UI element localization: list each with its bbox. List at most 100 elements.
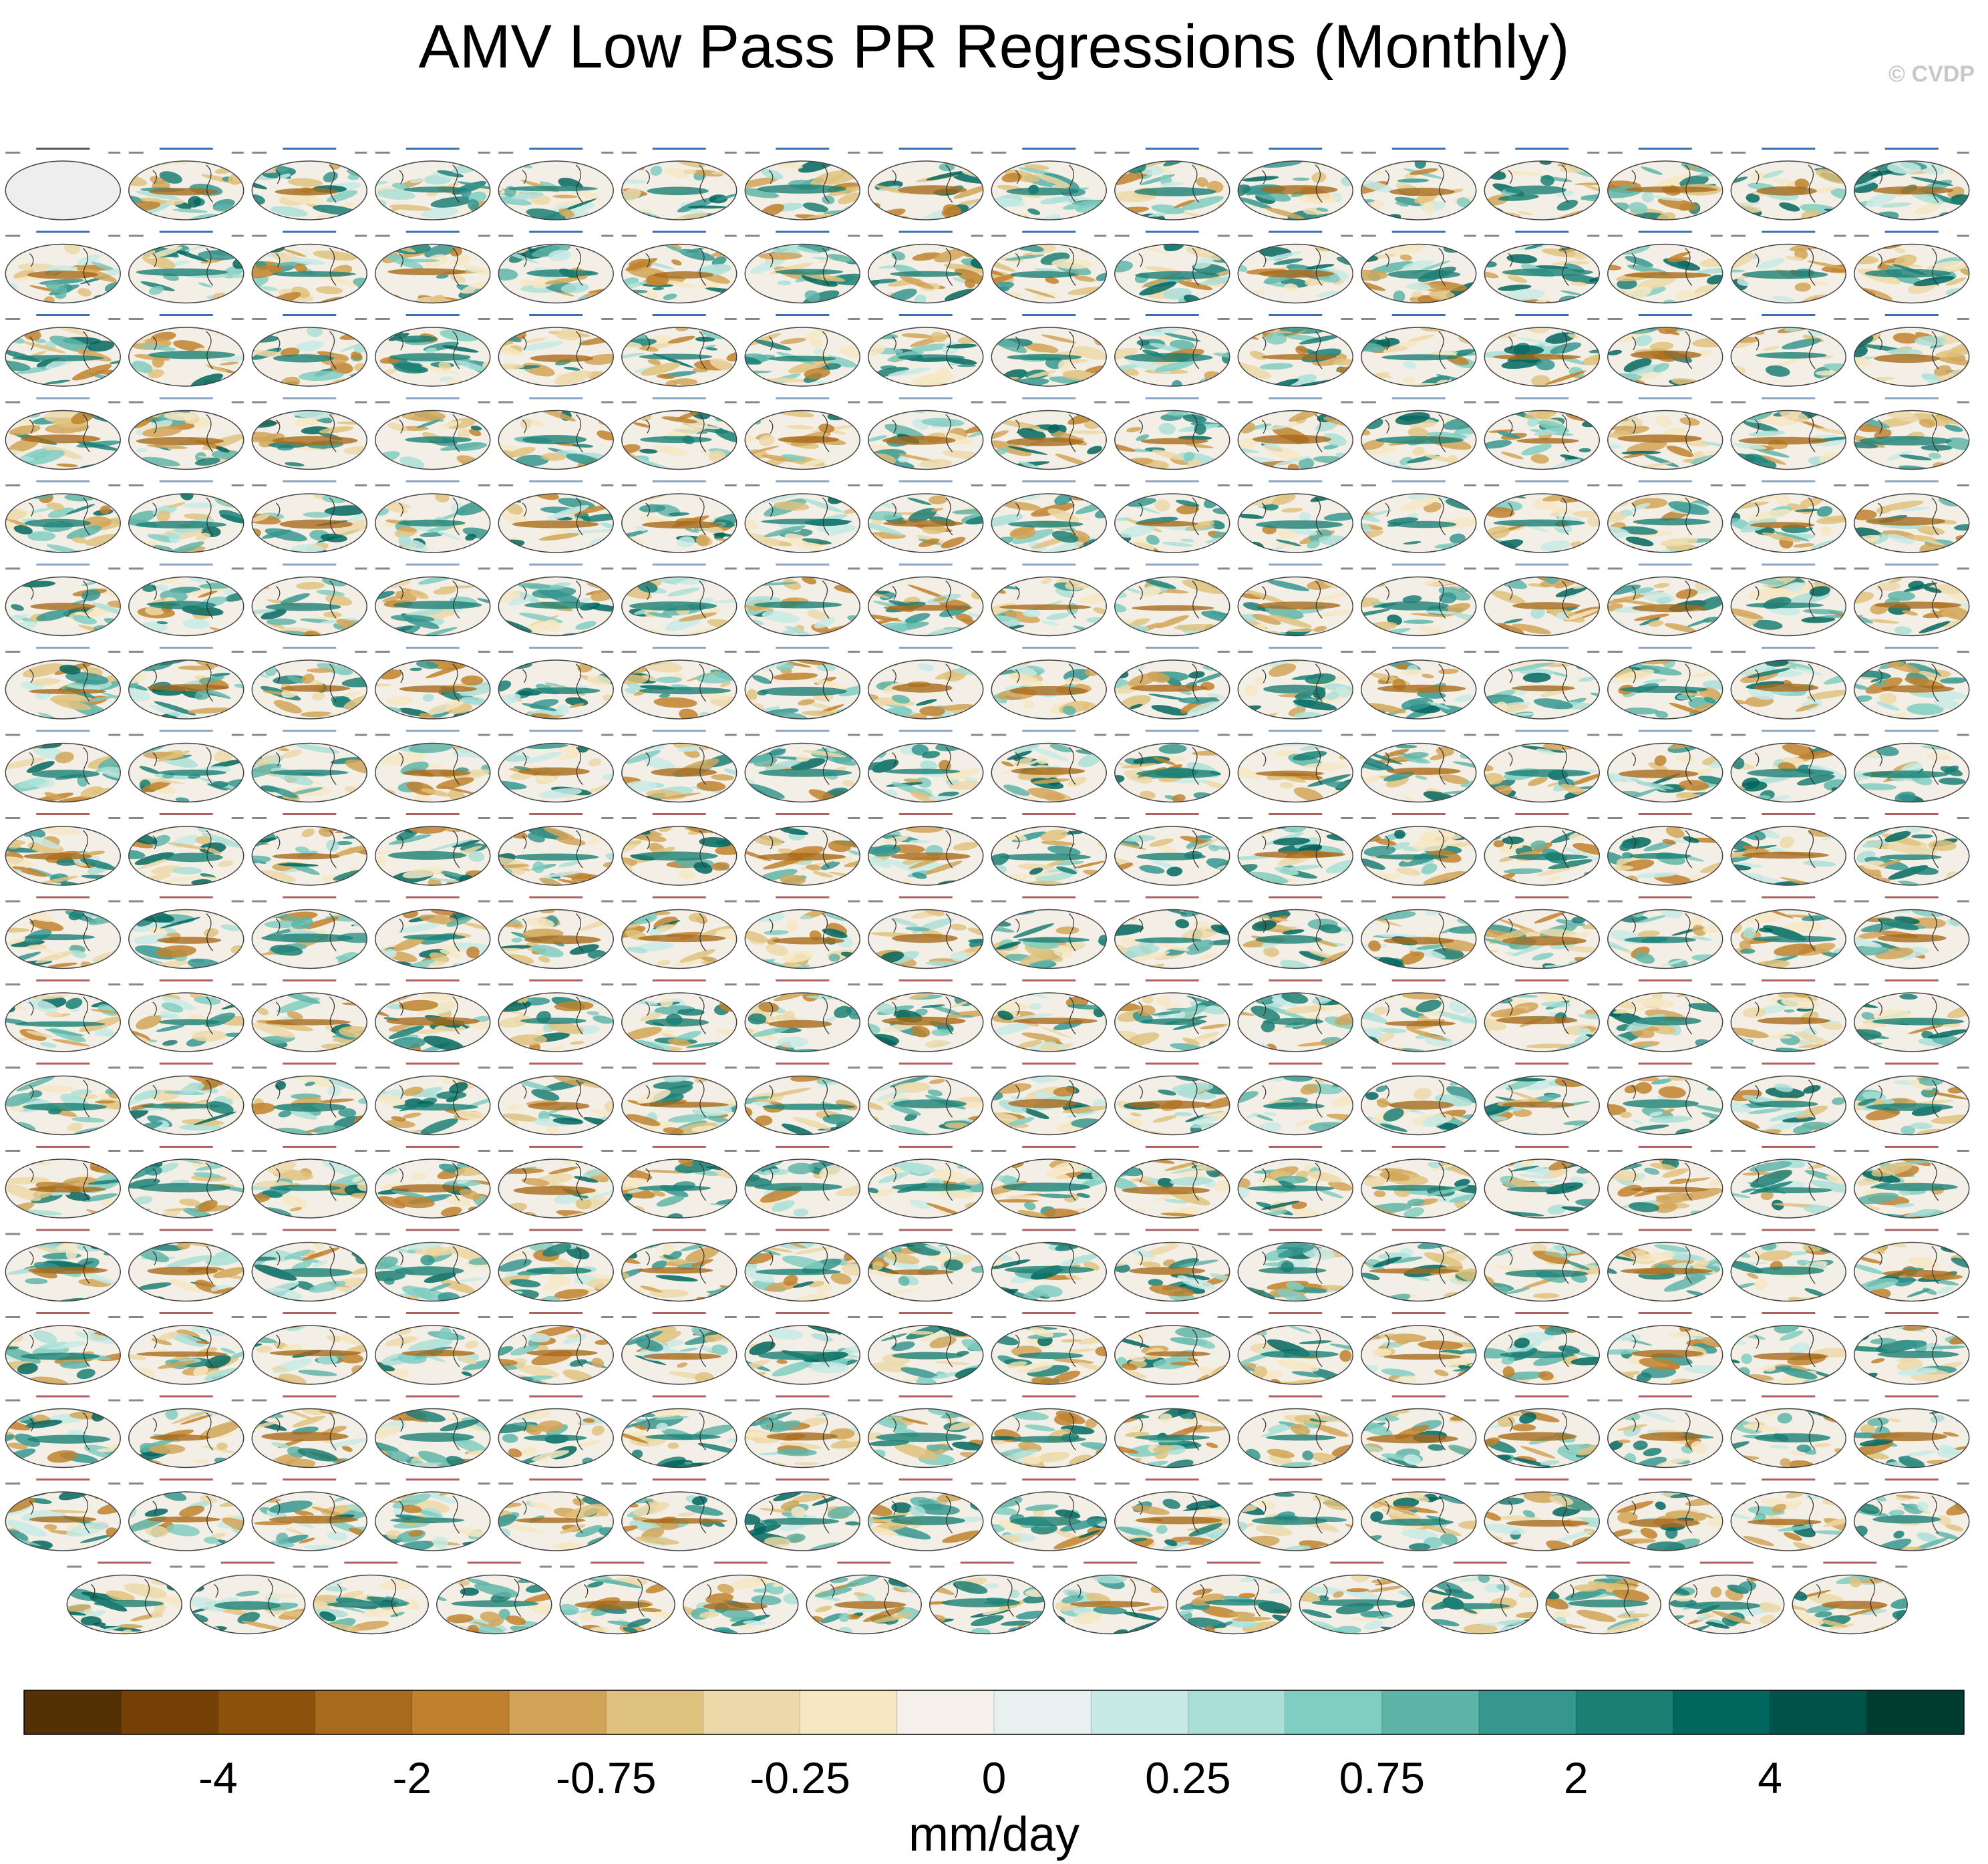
- panel-map: [498, 909, 614, 969]
- panel-title: [283, 397, 337, 400]
- panel-map: [1238, 410, 1353, 470]
- panel-r-label: [1032, 1565, 1045, 1568]
- map-panel: [375, 896, 491, 969]
- panel-years-label: [498, 1483, 514, 1485]
- panel-map: [67, 1575, 182, 1634]
- panel-r-label: [108, 1150, 121, 1152]
- panel-map: [745, 327, 860, 386]
- map-panel: [621, 647, 737, 720]
- panel-years-label: [1731, 1399, 1746, 1402]
- map-panel: [1484, 563, 1600, 637]
- panel-map: [5, 1076, 121, 1135]
- panel-years-label: [621, 1399, 637, 1402]
- panel-r-label: [355, 1150, 367, 1152]
- panel-title: [776, 230, 830, 233]
- panel-r-label: [1710, 817, 1723, 819]
- panel-map: [868, 826, 983, 885]
- panel-title: [1022, 1062, 1076, 1065]
- panel-map: [621, 244, 737, 303]
- panel-map: [252, 494, 367, 553]
- panel-map: [1854, 494, 1969, 553]
- panel-title: [1884, 813, 1939, 815]
- panel-map: [252, 1408, 367, 1468]
- map-panel: [251, 1479, 367, 1551]
- panel-title: [1762, 1146, 1816, 1148]
- panel-years-label: [868, 484, 883, 486]
- panel-map: [498, 327, 614, 386]
- panel-map: [1731, 327, 1846, 386]
- panel-years-label: [1854, 318, 1869, 320]
- panel-r-label: [1156, 1565, 1168, 1568]
- panel-map: [1114, 494, 1230, 553]
- panel-map: [1484, 1492, 1600, 1551]
- panel-title: [159, 563, 213, 566]
- map-panel: [868, 1479, 984, 1551]
- panel-title: [898, 1229, 953, 1231]
- map-panel: [991, 1146, 1107, 1219]
- panel-r-label: [1464, 734, 1476, 736]
- panel-years-label: [621, 1316, 637, 1318]
- panel-r-label: [293, 1565, 305, 1568]
- map-panel: [991, 480, 1107, 553]
- map-panel: [1299, 1561, 1415, 1635]
- panel-map: [1731, 1492, 1846, 1551]
- panel-title: [1022, 730, 1076, 732]
- panel-map: [1114, 577, 1230, 636]
- panel-map: [929, 1575, 1045, 1634]
- colorbar-swatch: [411, 1690, 510, 1734]
- colorbar-swatch: [1770, 1690, 1868, 1734]
- panel-map: [5, 1159, 121, 1218]
- map-panel: [991, 979, 1107, 1052]
- panel-r-label: [478, 484, 490, 486]
- panel-title: [1022, 230, 1076, 233]
- panel-years-label: [1484, 734, 1500, 736]
- panel-r-label: [1834, 651, 1846, 653]
- map-panel: [498, 1146, 614, 1219]
- panel-years-label: [868, 1399, 883, 1402]
- map-panel: [5, 1312, 121, 1385]
- panel-years-label: [621, 900, 637, 903]
- panel-title: [1638, 1229, 1692, 1231]
- panel-years-label: [375, 152, 390, 154]
- colorbar-swatch: [1381, 1690, 1480, 1734]
- panel-title: [1638, 1146, 1692, 1148]
- map-panel: [5, 1229, 121, 1302]
- panel-title: [529, 1312, 583, 1314]
- panel-r-label: [355, 734, 367, 736]
- panel-years-label: [1484, 1150, 1500, 1152]
- panel-map: [375, 494, 490, 553]
- panel-years-label: [991, 1233, 1007, 1235]
- panel-title: [1638, 1395, 1692, 1398]
- panel-map: [1731, 494, 1846, 553]
- panel-title: [1391, 1062, 1446, 1065]
- panel-years-label: [1114, 1233, 1130, 1235]
- map-panel: [1484, 1312, 1600, 1385]
- map-panel: [128, 1395, 244, 1468]
- panel-map: [991, 410, 1107, 470]
- panel-years-label: [375, 1483, 390, 1485]
- panel-map: [1731, 1408, 1846, 1468]
- panel-r-label: [355, 900, 367, 903]
- panel-years-label: [745, 651, 760, 653]
- panel-r-label: [478, 900, 490, 903]
- panel-r-label: [1217, 235, 1230, 237]
- map-panel: [498, 1312, 614, 1385]
- panel-r-label: [231, 651, 244, 653]
- panel-map: [1114, 826, 1230, 885]
- panel-years-label: [745, 983, 760, 985]
- panel-title: [529, 1395, 583, 1398]
- panel-title: [1269, 1395, 1323, 1398]
- map-panel: [251, 563, 367, 637]
- panel-years-label: [1238, 567, 1253, 570]
- panel-r-label: [1464, 651, 1476, 653]
- panel-r-label: [971, 1150, 983, 1152]
- map-panel: [498, 896, 614, 969]
- panel-r-label: [231, 817, 244, 819]
- map-panel: [1114, 1312, 1230, 1385]
- map-panel: [128, 148, 244, 220]
- panel-map: [1361, 327, 1476, 386]
- panel-r-label: [1710, 567, 1723, 570]
- panel-years-label: [1484, 983, 1500, 985]
- panel-years-label: [1238, 318, 1253, 320]
- panel-years-label: [1607, 401, 1623, 404]
